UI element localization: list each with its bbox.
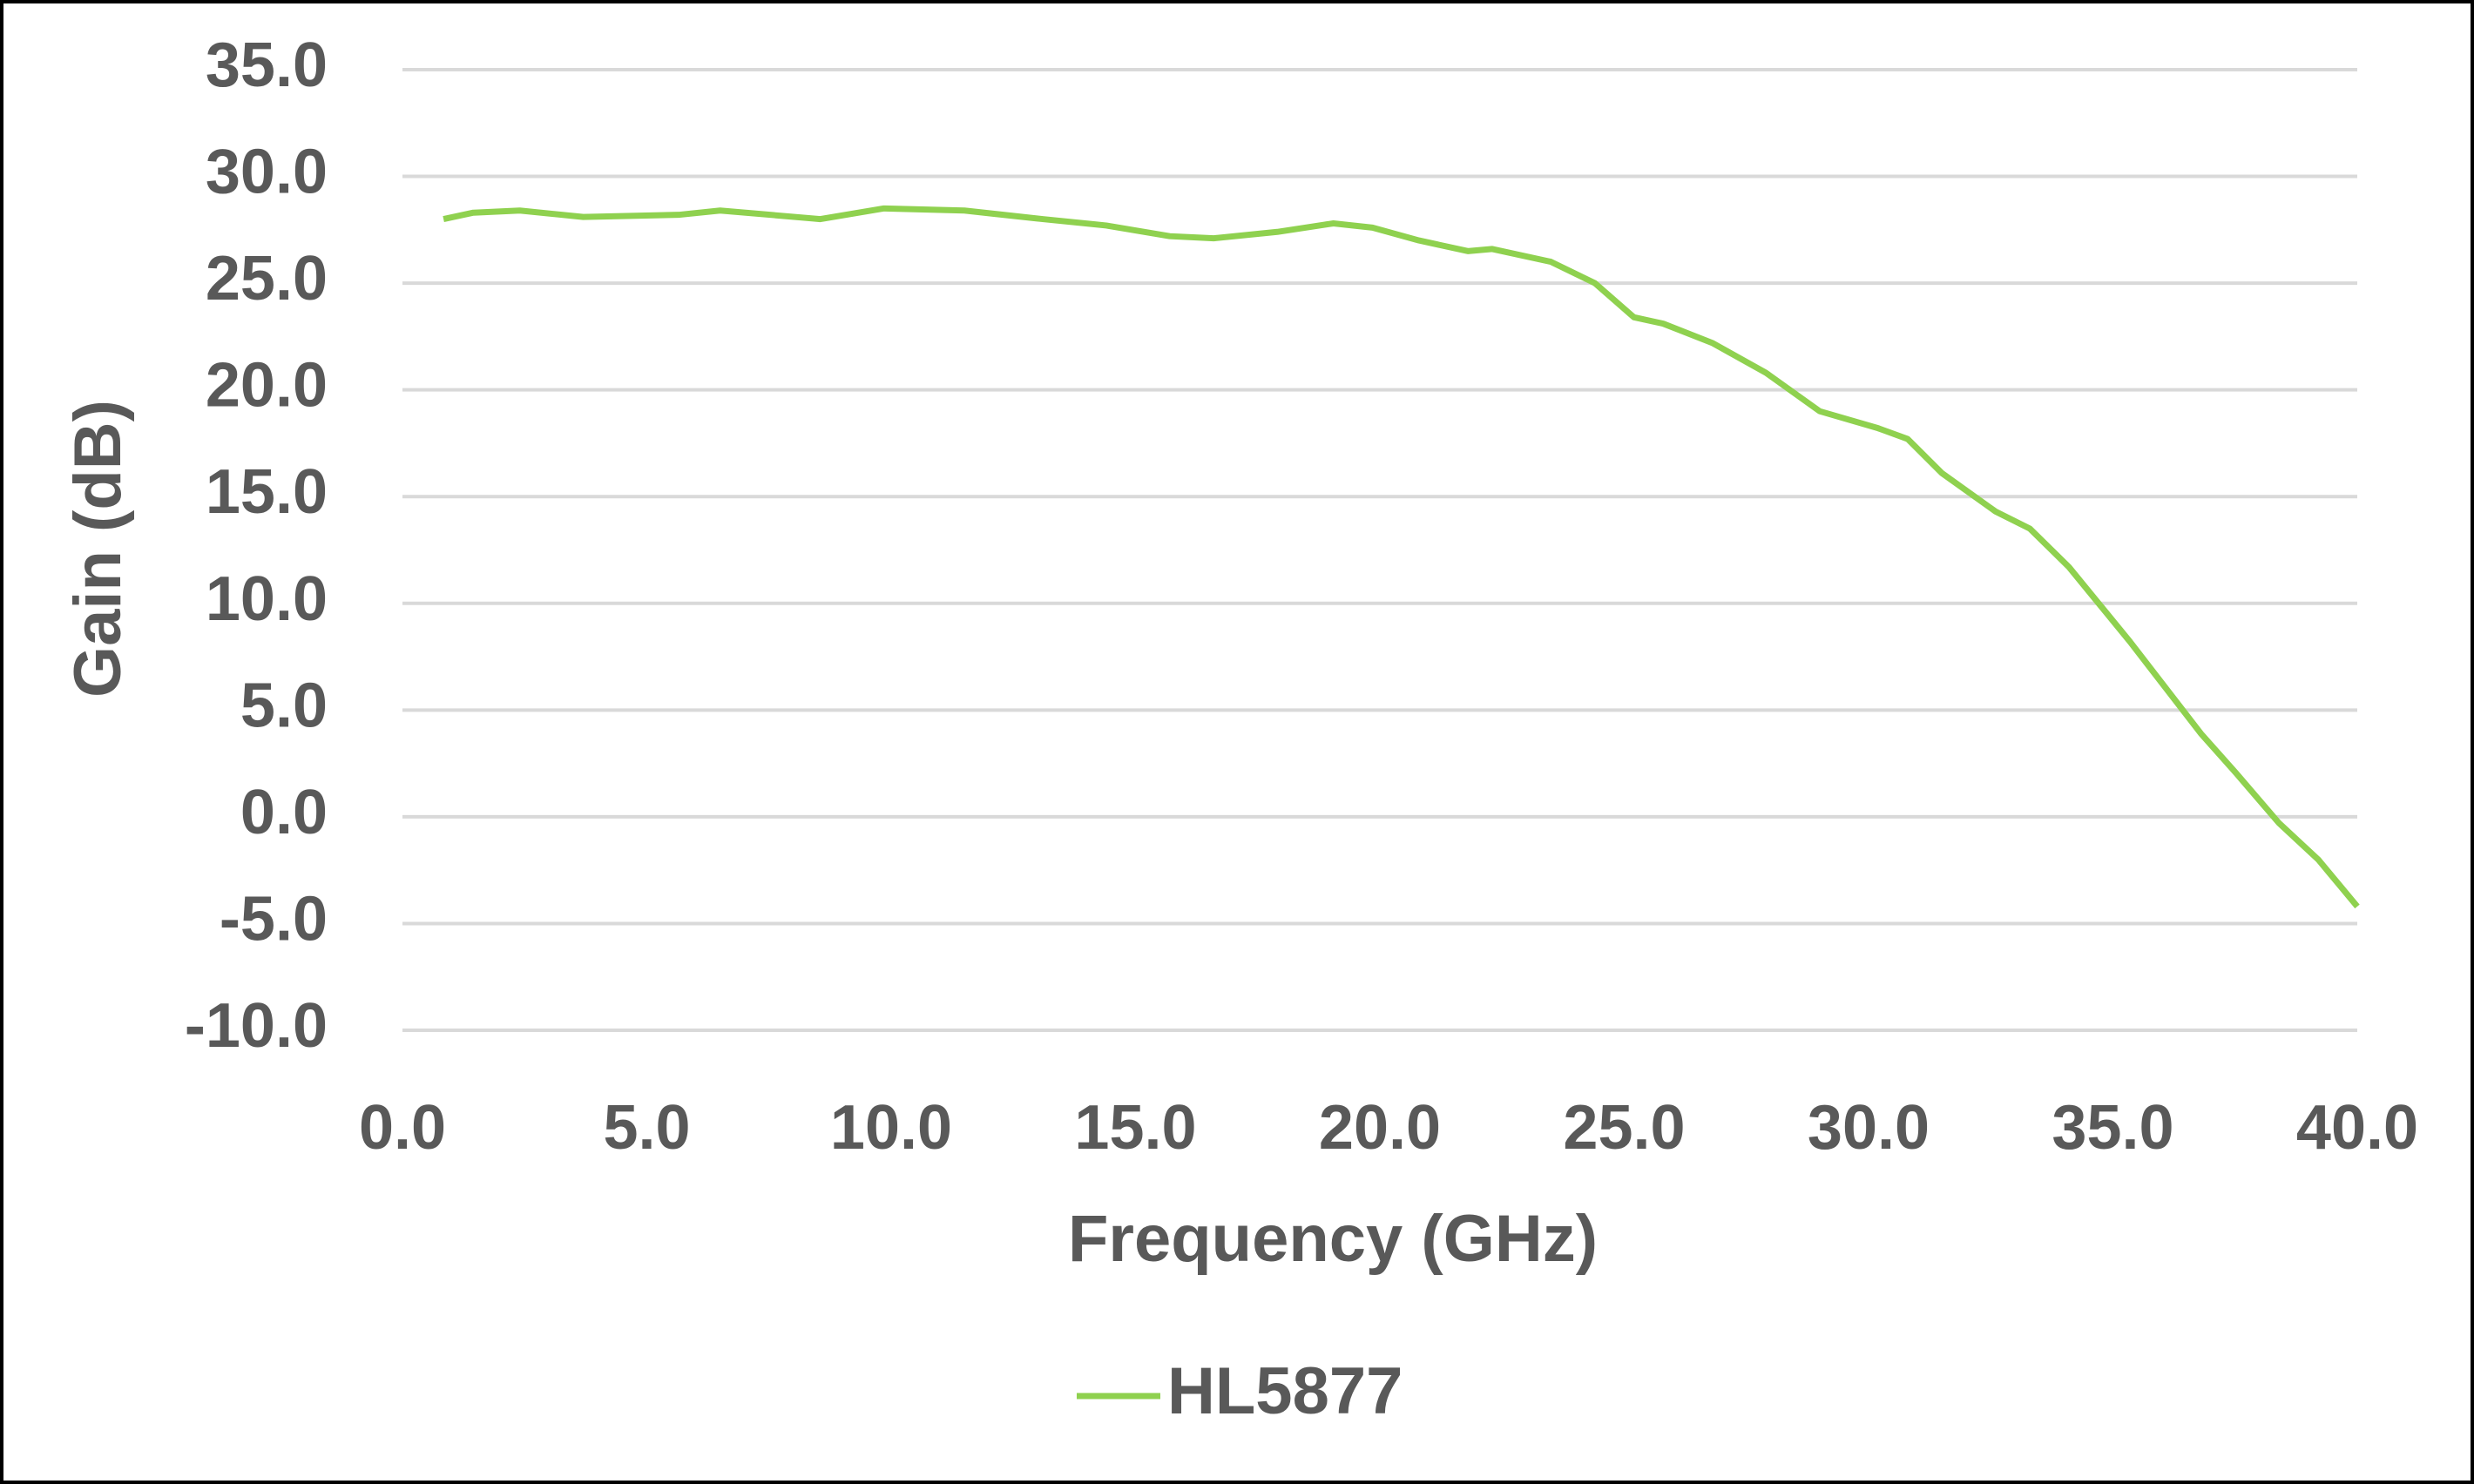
y-tick-label: 10.0 bbox=[206, 564, 328, 634]
y-tick-label: 30.0 bbox=[206, 138, 328, 207]
x-tick-label: 20.0 bbox=[1319, 1093, 1441, 1163]
y-axis-title: Gain (dB) bbox=[61, 400, 135, 698]
y-tick-label: -10.0 bbox=[185, 991, 328, 1061]
y-tick-label: 5.0 bbox=[240, 671, 328, 740]
y-tick-label: 20.0 bbox=[206, 351, 328, 421]
y-tick-label: 35.0 bbox=[206, 30, 328, 100]
x-tick-label: 35.0 bbox=[2052, 1093, 2173, 1163]
x-tick-label: 40.0 bbox=[2296, 1093, 2418, 1163]
y-tick-label: 15.0 bbox=[206, 457, 328, 527]
x-tick-label: 25.0 bbox=[1563, 1093, 1685, 1163]
y-tick-label: -5.0 bbox=[220, 884, 328, 954]
x-tick-label: 30.0 bbox=[1808, 1093, 1930, 1163]
y-tick-label: 0.0 bbox=[240, 778, 328, 847]
x-tick-label: 0.0 bbox=[359, 1093, 446, 1163]
x-axis-title: Frequency (GHz) bbox=[1068, 1202, 1598, 1276]
legend-label: HL5877 bbox=[1167, 1354, 1403, 1428]
data-line bbox=[443, 205, 2360, 909]
x-tick-label: 10.0 bbox=[830, 1093, 952, 1163]
x-tick-label: 15.0 bbox=[1074, 1093, 1196, 1163]
x-tick-label: 5.0 bbox=[603, 1093, 690, 1163]
y-tick-label: 25.0 bbox=[206, 244, 328, 314]
